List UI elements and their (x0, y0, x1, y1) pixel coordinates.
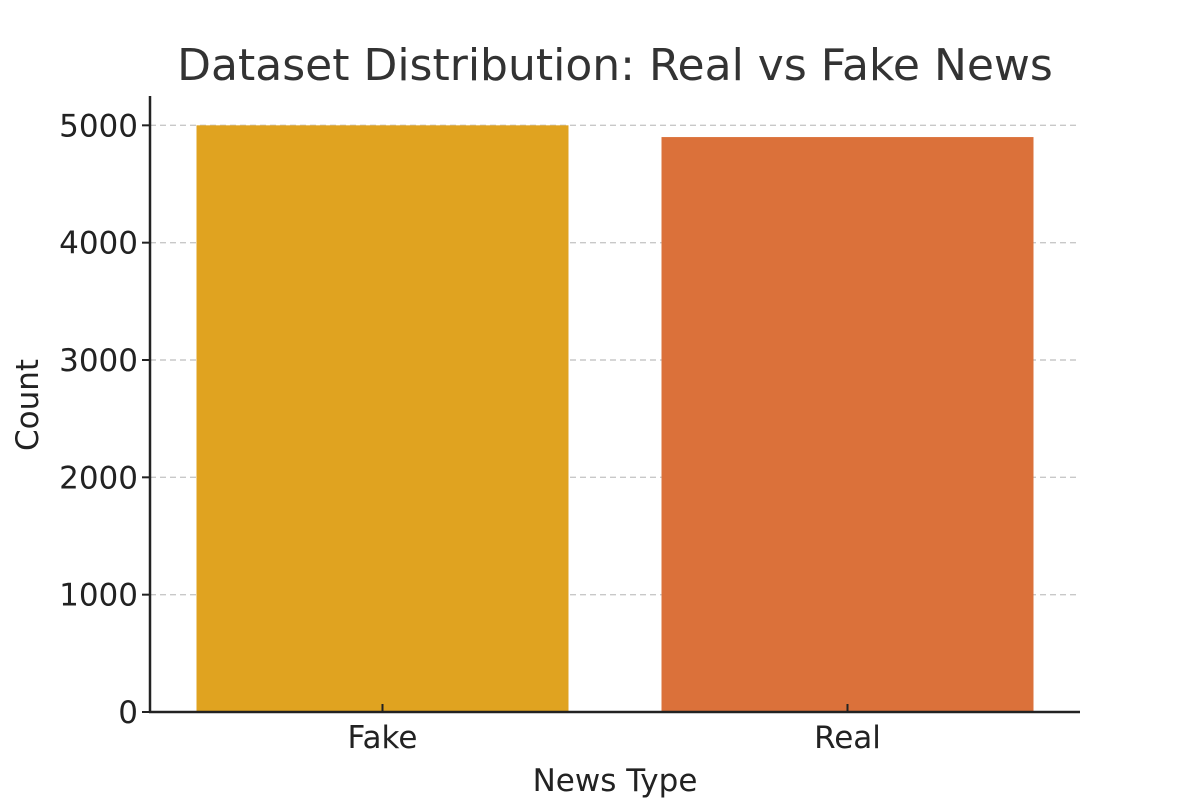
y-tick-label: 3000 (59, 343, 138, 379)
x-axis-ticks: Fake Real (348, 704, 881, 756)
y-tick-label: 4000 (59, 226, 138, 262)
y-tick-label: 1000 (59, 578, 138, 614)
bar-real (661, 137, 1034, 713)
y-tick-label: 0 (118, 695, 138, 731)
chart-title: Dataset Distribution: Real vs Fake News (177, 40, 1053, 91)
y-axis-label: Count (10, 359, 46, 451)
y-tick-label: 5000 (59, 108, 138, 144)
bar-fake (196, 125, 569, 713)
x-axis-label: News Type (533, 763, 698, 799)
y-axis-ticks: 0 1000 2000 3000 4000 5000 (59, 108, 150, 731)
axes (148, 96, 1080, 714)
y-tick-label: 2000 (59, 460, 138, 496)
x-tick-label-fake: Fake (348, 720, 418, 756)
bars (196, 125, 1034, 713)
x-tick-label-real: Real (814, 720, 881, 756)
